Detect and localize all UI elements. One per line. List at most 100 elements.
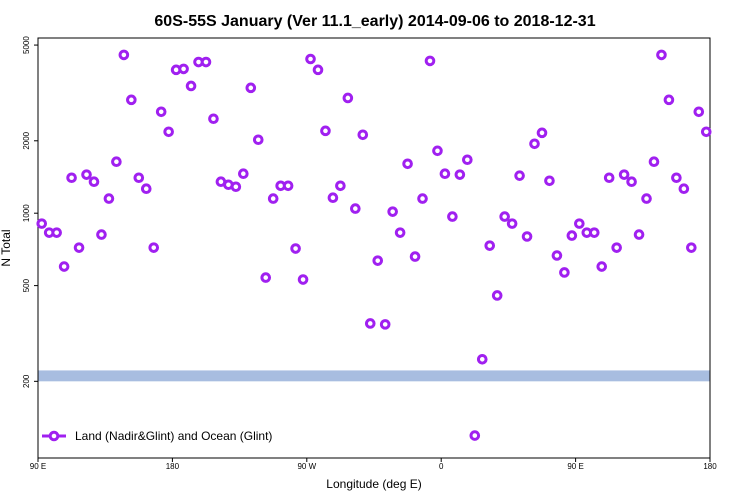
band — [38, 370, 710, 382]
point — [103, 193, 115, 204]
point — [372, 255, 384, 266]
point — [252, 134, 264, 146]
point — [700, 126, 712, 138]
point — [290, 243, 301, 254]
point — [133, 172, 145, 184]
point — [536, 127, 548, 139]
point — [671, 172, 682, 184]
point — [51, 227, 62, 238]
x-tick-label: 90 E — [30, 462, 46, 471]
point — [648, 156, 660, 168]
x-tick-label: 90 E — [567, 462, 583, 471]
legend-marker — [48, 430, 60, 442]
x-axis-label: Longitude (deg E) — [326, 477, 421, 491]
point — [148, 242, 160, 253]
point — [574, 218, 585, 229]
point — [432, 145, 443, 157]
point — [641, 193, 652, 204]
point — [387, 206, 398, 217]
chart-title: 60S-55S January (Ver 11.1_early) 2014-09… — [154, 13, 595, 30]
y-axis-label: N Total — [0, 229, 13, 266]
point — [514, 170, 525, 181]
point — [350, 203, 361, 214]
point — [409, 251, 421, 262]
point — [320, 125, 331, 137]
point — [335, 180, 346, 192]
point — [402, 158, 413, 170]
point — [200, 56, 212, 68]
point — [140, 183, 152, 195]
point — [521, 231, 533, 242]
point — [462, 154, 473, 166]
point — [178, 63, 189, 75]
point — [499, 211, 510, 222]
point — [297, 274, 309, 285]
point — [566, 230, 578, 241]
point — [559, 267, 570, 278]
legend-label: Land (Nadir&Glint) and Ocean (Glint) — [75, 429, 272, 443]
point — [245, 82, 257, 94]
plot-frame — [37, 37, 711, 459]
point — [588, 227, 600, 238]
point — [596, 261, 608, 272]
point — [238, 168, 249, 180]
point — [693, 106, 705, 118]
point — [88, 176, 100, 187]
point — [163, 126, 174, 138]
point — [439, 168, 451, 180]
point — [506, 218, 518, 229]
point — [633, 229, 645, 240]
x-tick-label: 90 W — [297, 462, 316, 471]
y-tick-label: 1000 — [22, 204, 31, 222]
point — [81, 169, 92, 180]
point — [476, 353, 488, 365]
y-tick-label: 5000 — [22, 36, 31, 54]
point — [656, 49, 667, 61]
point — [155, 106, 167, 118]
point — [364, 318, 376, 329]
point — [96, 229, 107, 240]
point — [312, 64, 324, 76]
point — [126, 94, 137, 106]
x-tick-label: 180 — [166, 462, 180, 471]
point — [111, 156, 122, 168]
point — [618, 169, 630, 180]
point — [66, 172, 77, 184]
point — [73, 242, 85, 253]
point — [678, 183, 690, 195]
x-tick-label: 180 — [703, 462, 717, 471]
point — [305, 53, 316, 65]
point — [603, 172, 615, 184]
y-tick-label: 500 — [22, 278, 31, 292]
x-tick-label: 0 — [439, 462, 444, 471]
point — [447, 211, 458, 222]
point — [544, 175, 555, 187]
point — [394, 227, 406, 238]
point — [663, 94, 675, 106]
point — [267, 193, 279, 204]
point — [491, 290, 503, 301]
point — [58, 261, 70, 272]
point — [529, 138, 540, 150]
point — [417, 193, 428, 204]
point — [611, 242, 622, 253]
point — [208, 113, 219, 125]
point — [484, 240, 496, 251]
y-tick-label: 200 — [22, 374, 31, 388]
point — [36, 218, 48, 229]
point — [327, 192, 339, 203]
point — [551, 250, 563, 261]
point — [185, 80, 197, 92]
y-tick-label: 2000 — [22, 131, 31, 149]
point — [342, 92, 354, 104]
point — [454, 169, 466, 180]
point — [260, 272, 272, 283]
point — [424, 55, 436, 67]
point — [282, 180, 294, 192]
point — [469, 430, 481, 441]
point — [357, 129, 369, 141]
point — [379, 319, 391, 330]
point — [626, 176, 637, 187]
point — [118, 49, 130, 61]
